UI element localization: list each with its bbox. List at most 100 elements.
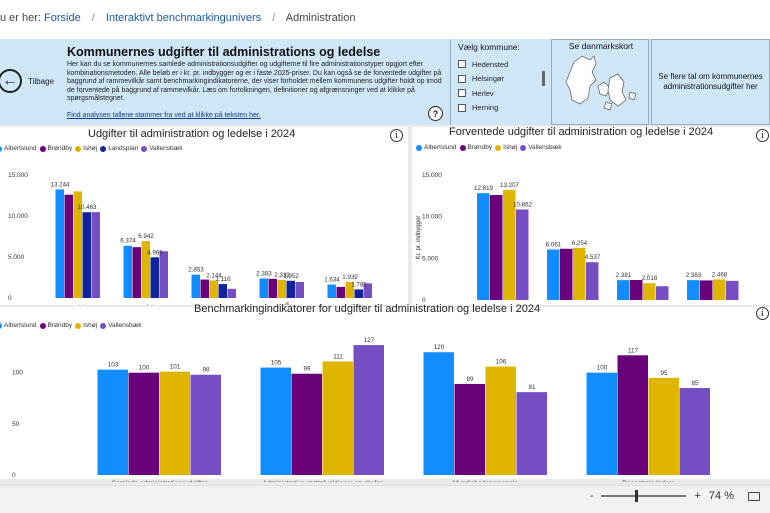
bar: [123, 245, 132, 298]
checkbox-icon[interactable]: [458, 103, 466, 112]
slicer-option[interactable]: Herning: [458, 101, 543, 116]
bar: [648, 377, 679, 475]
info-icon[interactable]: i: [390, 129, 403, 142]
bar: [560, 248, 573, 300]
legend-item[interactable]: Ishøj: [495, 144, 517, 151]
data-label: 99: [303, 366, 311, 373]
data-label: 120: [434, 344, 445, 351]
data-label: 12.819: [474, 185, 493, 192]
y-tick-label: 10.000: [422, 214, 442, 221]
legend-item[interactable]: Brøndby: [459, 144, 492, 151]
bar: [159, 371, 190, 475]
report-canvas: ← Tilbage Kommunernes udgifter til admin…: [0, 39, 770, 485]
zoom-slider-knob[interactable]: [635, 490, 639, 502]
zoom-out-button[interactable]: -: [589, 490, 594, 502]
legend-item[interactable]: Albertslund: [416, 144, 457, 151]
legend-item[interactable]: Brøndby: [39, 145, 72, 152]
help-question-icon[interactable]: ?: [428, 106, 443, 121]
zoom-in-button[interactable]: +: [694, 490, 701, 502]
data-label: 98: [202, 367, 210, 374]
bar: [617, 355, 648, 475]
breadcrumb-benchmark-link[interactable]: Interaktivt benchmarkingunivers: [105, 12, 262, 24]
data-label: 1.952: [283, 273, 299, 280]
legend-item[interactable]: Vallensbæk: [520, 144, 562, 151]
legend-label: Albertslund: [4, 145, 37, 152]
legend-label: Ishøj: [83, 322, 98, 329]
bar: [286, 280, 295, 298]
info-icon[interactable]: i: [756, 129, 769, 142]
legend-item[interactable]: Albertslund: [0, 322, 37, 329]
data-label: 6.374: [120, 238, 136, 245]
bar: [191, 274, 200, 298]
legend-item[interactable]: Ishøj: [75, 145, 97, 152]
data-label: 101: [170, 364, 181, 371]
legend-dot: [520, 144, 527, 151]
data-label: 1.116: [215, 276, 231, 283]
bar: [159, 251, 168, 298]
checkbox-icon[interactable]: [458, 60, 466, 69]
bar: [209, 280, 218, 298]
checkbox-icon[interactable]: [458, 89, 466, 98]
bar: [190, 374, 221, 475]
legend-item[interactable]: Vallensbæk: [141, 145, 183, 152]
zoom-slider[interactable]: [601, 490, 687, 502]
bar: [726, 280, 739, 300]
slicer-title: Vælg kommune:: [458, 42, 520, 52]
bar: [227, 288, 236, 298]
data-label: 2.144: [206, 272, 222, 279]
slicer-scrollbar[interactable]: [542, 71, 545, 86]
legend-item[interactable]: Albertslund: [0, 145, 37, 152]
legend-item[interactable]: Vallensbæk: [100, 322, 142, 329]
analysis-link[interactable]: Find analysen tallene stammer fra ved at…: [67, 112, 261, 119]
more-figures-button[interactable]: Se flere tal om kommunernes administrati…: [651, 39, 770, 125]
legend-item[interactable]: Brøndby: [39, 322, 72, 329]
y-tick-label: 50: [12, 421, 20, 428]
x-tick-label: Administrative støttefunktioner og chefe…: [263, 480, 383, 482]
slicer-option[interactable]: Hedensted: [458, 57, 543, 72]
bar: [679, 388, 710, 475]
denmark-map-icon: [565, 55, 637, 111]
y-tick-label: 100: [12, 370, 23, 377]
legend-dot: [75, 322, 82, 329]
legend-item[interactable]: Ishøj: [75, 322, 97, 329]
bar: [713, 279, 726, 300]
legend-item[interactable]: Landsplan: [100, 145, 138, 152]
breadcrumb-home-link[interactable]: Forside: [44, 12, 81, 24]
slicer-option[interactable]: Herlev: [458, 86, 543, 101]
data-label: 2.339: [274, 272, 290, 279]
bar: [218, 284, 227, 298]
data-label: 100: [139, 365, 150, 372]
legend-dot: [416, 144, 422, 151]
data-label: 111: [333, 353, 343, 360]
bar: [336, 286, 345, 298]
legend-label: Landsplan: [108, 145, 139, 152]
zoom-bar: - + 74 %: [0, 485, 770, 513]
legend-dot: [495, 144, 502, 151]
back-button[interactable]: ← Tilbage: [0, 61, 60, 101]
report-header: ← Tilbage Kommunernes udgifter til admin…: [0, 39, 770, 125]
legend-label: Ishøj: [83, 145, 98, 152]
legend-label: Vallensbæk: [108, 322, 142, 329]
bar: [91, 212, 100, 298]
bar: [630, 280, 643, 300]
chart-expenses: 15.000 10.000 5.000 0 13.244 10.463 Samlede ad…: [8, 172, 372, 305]
bar: [656, 286, 669, 300]
fit-to-page-icon[interactable]: [748, 491, 760, 501]
checkbox-icon[interactable]: [458, 74, 466, 83]
chart-legend: Albertslund Brøndby Ishøj Landsplan Vallensb…: [0, 145, 186, 152]
data-label: 2.018: [642, 275, 658, 282]
x-tick-label: Samlede administrationsudgifter: [112, 480, 208, 482]
map-title: Se danmarkskort: [568, 41, 634, 51]
info-icon[interactable]: i: [756, 307, 769, 320]
y-tick-label: 15.000: [422, 172, 442, 179]
data-label: 105: [271, 360, 282, 367]
legend-label: Vallensbæk: [149, 145, 183, 152]
data-label: 95: [660, 370, 668, 377]
slicer-option[interactable]: Helsingør: [458, 72, 543, 87]
denmark-map-button[interactable]: Se danmarkskort: [551, 39, 649, 125]
bar: [55, 189, 64, 298]
arrow-left-icon: ←: [0, 69, 22, 93]
bar: [503, 189, 516, 300]
data-label: 4.969: [147, 249, 163, 256]
municipality-slicer: Vælg kommune: Hedensted Helsingør Herlev…: [450, 39, 550, 125]
